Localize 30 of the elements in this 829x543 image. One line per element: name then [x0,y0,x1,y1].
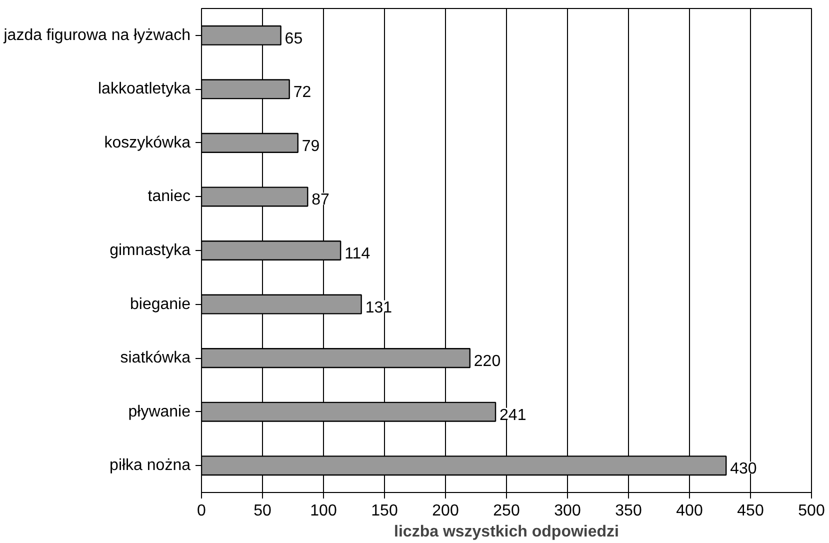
y-tick-label: jazda figurowa na łyżwach [2,26,190,44]
y-tick-label: gimnastyka [110,242,191,259]
data-label: 430 [730,460,757,478]
x-tick-label: 250 [493,502,520,520]
data-label: 87 [312,192,330,209]
x-axis-title: liczba wszystkich odpowiedzi [394,524,619,540]
x-tick-label: 300 [554,502,581,520]
data-label: 79 [302,138,320,155]
x-tick-label: 0 [197,502,206,520]
y-tick-label: taniec [148,188,191,206]
y-tick-label: koszykówka [104,134,191,152]
data-label: 65 [284,30,303,48]
data-label: 131 [365,299,392,316]
x-tick-label: 450 [737,502,764,520]
data-label: 72 [293,84,312,102]
y-tick-label: siatkówka [120,350,191,367]
y-tick-label: piłka nożna [110,457,191,474]
x-tick-label: 150 [371,502,398,520]
y-tick-label: bieganie [130,296,191,313]
y-tick-label: pływanie [128,403,191,420]
y-tick-label: lakkoatletyka [98,80,191,98]
x-tick-label: 400 [676,502,703,520]
x-tick-label: 200 [432,502,459,520]
data-label: 114 [344,246,370,262]
data-label: 241 [500,406,526,424]
x-tick-label: 350 [615,502,642,520]
x-tick-label: 500 [798,502,825,520]
data-label: 220 [474,353,501,370]
x-tick-label: 50 [254,502,272,520]
x-tick-label: 100 [310,502,337,520]
